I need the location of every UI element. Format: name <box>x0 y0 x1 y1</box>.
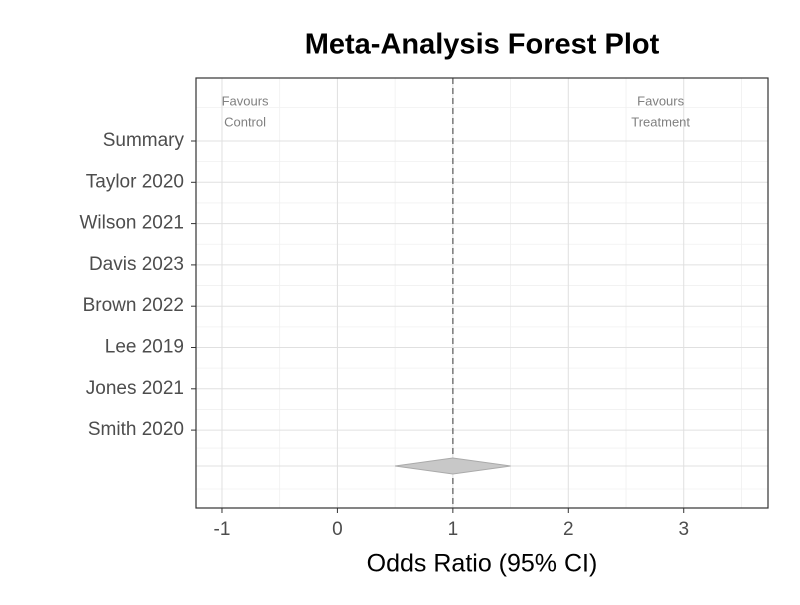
annotation: Control <box>224 114 266 129</box>
x-tick-label: -1 <box>214 519 231 540</box>
y-tick-label: Summary <box>103 130 185 151</box>
x-tick-label: 1 <box>448 519 459 540</box>
chart-title: Meta-Analysis Forest Plot <box>305 29 660 61</box>
x-tick-label: 2 <box>563 519 574 540</box>
x-tick-label: 0 <box>332 519 343 540</box>
annotation: Favours <box>637 93 684 108</box>
x-tick-label: 3 <box>678 519 689 540</box>
panel-border <box>195 77 769 509</box>
annotation: Favours <box>222 93 269 108</box>
y-tick-label: Davis 2023 <box>89 254 184 275</box>
y-tick-label: Lee 2019 <box>105 337 184 358</box>
annotation: Treatment <box>631 114 690 129</box>
y-tick-label: Jones 2021 <box>86 378 184 399</box>
summary-diamond <box>395 457 511 475</box>
y-tick-label: Wilson 2021 <box>79 213 184 234</box>
x-axis-label: Odds Ratio (95% CI) <box>367 550 598 578</box>
y-tick-label: Smith 2020 <box>88 419 184 440</box>
y-tick-label: Taylor 2020 <box>86 171 184 192</box>
y-tick-label: Brown 2022 <box>83 295 184 316</box>
